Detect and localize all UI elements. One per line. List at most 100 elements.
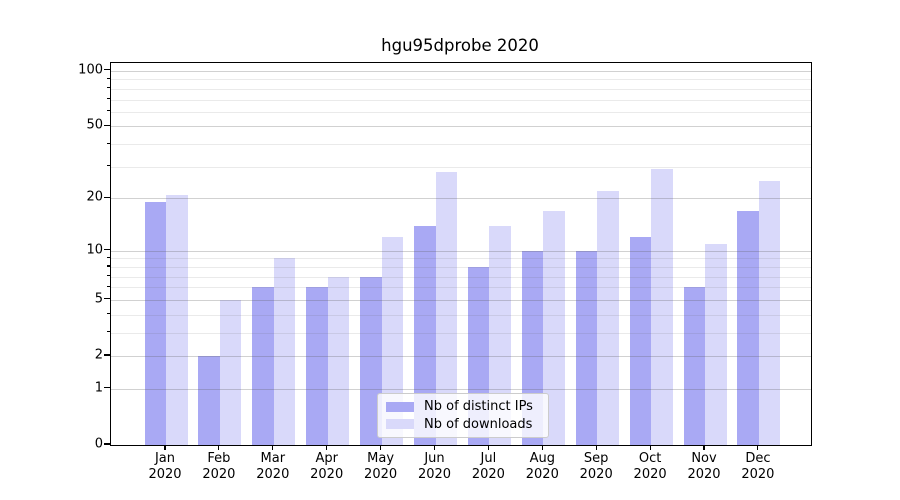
x-axis-tick-mark	[487, 445, 489, 450]
gridline-major	[111, 126, 811, 128]
y-axis-tick-label: 10	[86, 242, 103, 258]
legend-label: Nb of distinct IPs	[424, 399, 533, 415]
bar-downloads	[651, 169, 673, 445]
bar-downloads	[597, 190, 619, 445]
y-axis-minor-tick-mark	[107, 256, 110, 259]
bar-distinct-ips	[575, 250, 598, 445]
x-axis-tick-label: May 2020	[354, 451, 408, 483]
y-axis-minor-tick-mark	[107, 87, 110, 89]
gridline-minor	[111, 166, 811, 168]
y-axis-tick-label: 5	[94, 291, 103, 307]
x-axis-tick-label: Mar 2020	[246, 451, 300, 483]
x-axis-tick-year: 2020	[687, 467, 721, 482]
x-axis-tick-month: Nov	[691, 451, 717, 466]
x-axis-tick-year: 2020	[741, 467, 775, 482]
x-axis-tick-mark	[164, 445, 166, 450]
x-axis-tick-mark	[218, 445, 220, 450]
y-axis-tick-mark	[104, 387, 110, 389]
x-axis-tick-month: Dec	[745, 451, 771, 466]
y-axis-tick-mark	[104, 196, 110, 198]
x-axis-tick-month: May	[367, 451, 395, 466]
x-axis-tick-year: 2020	[471, 467, 505, 482]
x-axis-tick-year: 2020	[417, 467, 452, 482]
gridline-minor	[111, 332, 811, 334]
gridline-major	[111, 356, 811, 357]
x-axis-tick-month: Sep	[583, 451, 609, 466]
y-axis-minor-tick-mark	[107, 77, 110, 80]
bar-downloads	[489, 225, 511, 445]
y-axis-minor-tick-mark	[107, 110, 110, 112]
legend-item: Nb of downloads	[386, 417, 540, 432]
x-axis-tick-month: Aug	[529, 451, 555, 466]
legend-label: Nb of downloads	[424, 416, 533, 432]
gridline-major	[111, 388, 811, 390]
x-axis-tick-year: 2020	[202, 467, 236, 482]
bar-distinct-ips	[737, 210, 759, 445]
gridline-minor	[111, 276, 811, 278]
x-axis-tick-year: 2020	[579, 467, 613, 482]
gridline-minor	[111, 314, 811, 316]
bar-downloads	[327, 276, 350, 445]
x-axis-tick-month: Jun	[424, 451, 445, 466]
y-axis-minor-tick-mark	[107, 275, 110, 277]
legend-swatch-distinct-ips	[386, 401, 414, 412]
gridline-minor	[111, 88, 811, 90]
y-axis-tick-mark	[104, 124, 110, 126]
bar-distinct-ips	[306, 287, 328, 445]
y-axis-tick-label: 2	[94, 347, 103, 363]
bar-distinct-ips	[144, 202, 166, 445]
bar-downloads	[435, 172, 457, 445]
gridline-major	[111, 250, 811, 252]
gridline-major	[111, 198, 811, 200]
y-axis-tick-mark	[104, 354, 110, 356]
x-axis-tick-label: Apr 2020	[300, 451, 354, 483]
x-axis-tick-mark	[326, 445, 328, 450]
y-axis-minor-tick-mark	[107, 313, 110, 315]
gridline-minor	[111, 287, 811, 289]
y-axis-minor-tick-mark	[107, 98, 110, 100]
x-axis-tick-label: Aug 2020	[515, 451, 569, 483]
y-axis-tick-label: 0	[94, 436, 103, 452]
plot-area	[110, 62, 812, 446]
x-axis-tick-mark	[703, 445, 705, 450]
x-axis-tick-month: Mar	[260, 451, 286, 466]
x-axis-tick-label: Feb 2020	[192, 451, 246, 483]
chart-title: hgu95dprobe 2020	[381, 36, 539, 55]
bar-distinct-ips	[683, 287, 705, 445]
x-axis-tick-mark	[595, 445, 597, 450]
x-axis-tick-label: Jul 2020	[461, 451, 515, 483]
y-axis-tick-mark	[104, 298, 110, 300]
x-axis-tick-mark	[272, 445, 274, 450]
y-axis-tick-label: 1	[94, 380, 103, 396]
bar-distinct-ips	[629, 237, 652, 445]
x-axis-tick-label: Jan 2020	[138, 451, 192, 483]
x-axis-tick-month: Oct	[638, 451, 662, 466]
x-axis-tick-label: Sep 2020	[569, 451, 623, 483]
x-axis-tick-mark	[541, 445, 543, 450]
y-axis-minor-tick-mark	[107, 142, 110, 144]
y-axis-tick-mark	[104, 69, 110, 71]
y-axis-minor-tick-mark	[107, 331, 110, 333]
x-axis-tick-mark	[649, 445, 651, 450]
x-axis-tick-year: 2020	[310, 467, 344, 482]
bar-downloads	[543, 210, 565, 445]
x-axis-tick-year: 2020	[525, 467, 559, 482]
y-axis-minor-tick-mark	[107, 165, 110, 167]
bar-downloads	[219, 299, 242, 445]
x-axis-tick-month: Jan	[154, 451, 176, 466]
y-axis-tick-mark	[104, 443, 110, 445]
bar-distinct-ips	[414, 225, 436, 445]
bar-distinct-ips	[360, 276, 382, 445]
y-axis-minor-tick-mark	[107, 285, 110, 287]
legend-item: Nb of distinct IPs	[386, 399, 540, 414]
x-axis-tick-label: Dec 2020	[731, 451, 785, 483]
gridline-minor	[111, 79, 811, 81]
x-axis-tick-mark	[433, 445, 436, 450]
bar-downloads	[705, 243, 727, 445]
y-axis-minor-tick-mark	[107, 265, 110, 267]
x-axis-tick-year: 2020	[633, 467, 667, 482]
x-axis-tick-month: Feb	[207, 451, 231, 466]
gridline-major	[111, 70, 811, 72]
legend-swatch-downloads	[386, 419, 414, 430]
